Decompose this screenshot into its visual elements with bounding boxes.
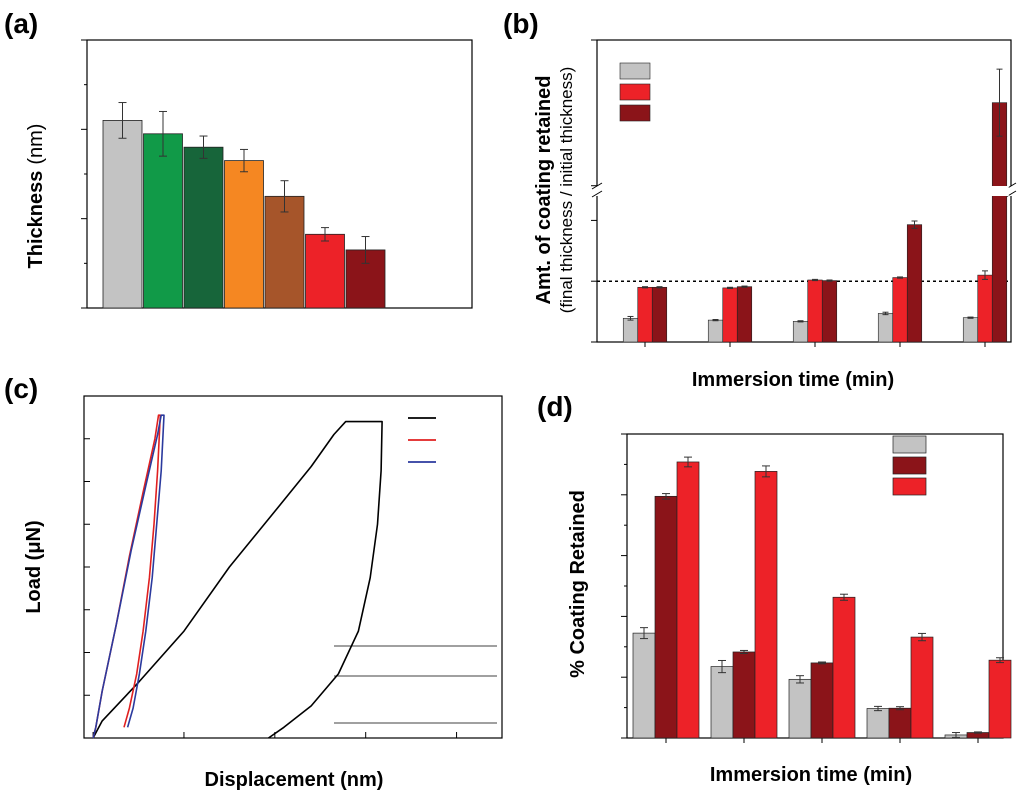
- bar-fc180: [305, 233, 345, 309]
- panel-a-ylabel-main: Thickness: [25, 171, 47, 269]
- panel-c-ylabel: Load (μN): [23, 520, 45, 613]
- bar-ac180-48: [821, 280, 838, 343]
- panel-b-ylabel-sub: (final thickness / initial thickness): [557, 67, 576, 314]
- panel-b-ylabel: Amt. of coating retained: [533, 76, 555, 305]
- panel-c-label: (c): [4, 373, 38, 404]
- legend-swatch-ac180: [892, 456, 927, 475]
- bar-fc180-24: [722, 287, 738, 343]
- bar-ac180-5: [654, 495, 678, 739]
- legend-swatch-sc: [892, 435, 927, 454]
- legend-swatch-fc180: [619, 83, 651, 101]
- panel-b-axis-break-gap-left: [593, 186, 601, 196]
- panel-d-label: (d): [537, 391, 573, 422]
- panel-a: (a) Thickness (nm): [4, 8, 473, 309]
- bar-ac180-15: [732, 651, 756, 739]
- bar-fc180-60: [910, 636, 934, 739]
- panel-c: (c) Load (μN) Displacement (nm): [4, 373, 503, 791]
- panel-a-label: (a): [4, 8, 38, 39]
- bar-fc180-72: [892, 277, 908, 343]
- bar-fc75: [143, 133, 183, 309]
- bar-ac180-1: [651, 286, 668, 343]
- bar-sc-96: [962, 317, 979, 343]
- bar-ac180-30: [810, 662, 834, 739]
- bar-ac180-72: [906, 224, 923, 343]
- bar-fc180-96: [977, 274, 993, 343]
- bar-ac135: [264, 195, 305, 309]
- panel-d-ylabel: % Coating Retained: [567, 490, 589, 678]
- bar-fc180-5: [676, 461, 700, 739]
- panel-c-xlabel: Displacement (nm): [205, 769, 384, 791]
- bar-sc-30: [788, 678, 812, 739]
- bar-fc135: [224, 160, 264, 309]
- bar-ac75: [183, 146, 224, 309]
- panel-b: (b) Amt. of coating retained (final thic…: [503, 8, 1017, 391]
- bar-fc180-1: [637, 286, 653, 343]
- panel-b-label: (b): [503, 8, 539, 39]
- bar-ac180-96-break-gap: [990, 186, 1009, 196]
- bar-sc-48: [792, 321, 809, 343]
- panel-a-ylabel-unit: (nm): [25, 124, 47, 165]
- legend-swatch-ac180: [619, 104, 651, 122]
- bar-sc: [102, 120, 143, 309]
- panel-b-axis-break-mark-left: [591, 190, 603, 198]
- bar-ac180-24: [736, 286, 753, 343]
- curve-sc: [92, 420, 383, 739]
- bar-fc180-30: [832, 596, 856, 739]
- panel-b-axis-break-gap-right: [1007, 186, 1015, 196]
- bar-fc180-15: [754, 471, 778, 739]
- bar-fc180-48: [807, 279, 823, 343]
- bar-ac180-96-lower: [991, 189, 1008, 343]
- panel-c-frame: [83, 395, 503, 739]
- bar-ac180-60: [888, 707, 912, 739]
- legend-swatch-sc: [619, 62, 651, 80]
- bar-sc-60: [866, 708, 890, 739]
- bar-sc-5: [632, 632, 656, 739]
- legend-swatch-fc180: [892, 477, 927, 496]
- panel-d: (d) % Coating Retained Immersion time (m…: [537, 391, 1012, 786]
- panel-a-ylabel: Thickness (nm): [25, 124, 47, 269]
- inset-table: [334, 645, 497, 724]
- bar-sc-15: [710, 666, 734, 739]
- bar-sc-24: [707, 319, 724, 343]
- bar-fc180-120: [988, 659, 1012, 739]
- panel-d-xlabel: Immersion time (min): [710, 764, 912, 786]
- panel-b-xlabel: Immersion time (min): [692, 369, 894, 391]
- bar-sc-72: [877, 313, 894, 343]
- bar-sc-1: [622, 317, 639, 343]
- curve-ac180: [92, 414, 165, 739]
